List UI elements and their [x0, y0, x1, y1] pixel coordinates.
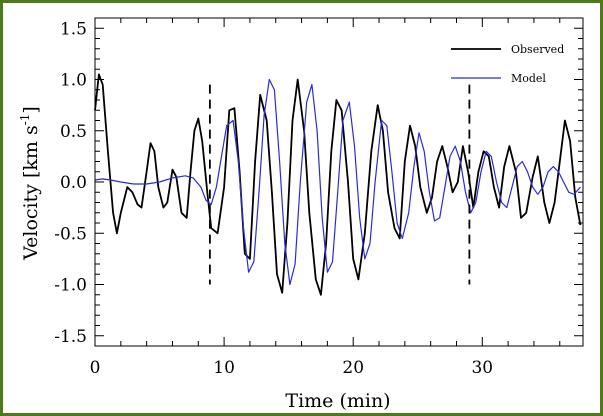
y-axis-label: Velocity [km s-1]	[18, 106, 42, 261]
y-tick-label: 1.0	[60, 71, 87, 91]
x-tick-label: 30	[471, 358, 493, 378]
observed-series-line	[94, 73, 582, 296]
x-tick-label: 10	[213, 358, 235, 378]
y-tick-label: -0.5	[54, 224, 87, 244]
y-tick-label: 0.5	[60, 122, 87, 142]
model-series-line	[94, 78, 581, 286]
velocity-chart: 0 10 20 30 1.5 1.0 0.5 0.0 -0.5 -1.0 -1.5 Observed…	[18, 17, 584, 412]
y-tick-label: 1.5	[60, 19, 87, 39]
x-tick-label: 20	[342, 358, 364, 378]
x-tick-label: 0	[90, 358, 101, 378]
x-axis-label: Time (min)	[285, 390, 390, 412]
y-tick-label: 0.0	[60, 173, 87, 193]
y-tick-label: -1.0	[54, 276, 87, 296]
y-tick-label: -1.5	[54, 327, 87, 347]
legend-label-model: Model	[511, 72, 546, 85]
legend-label-observed: Observed	[511, 43, 564, 56]
